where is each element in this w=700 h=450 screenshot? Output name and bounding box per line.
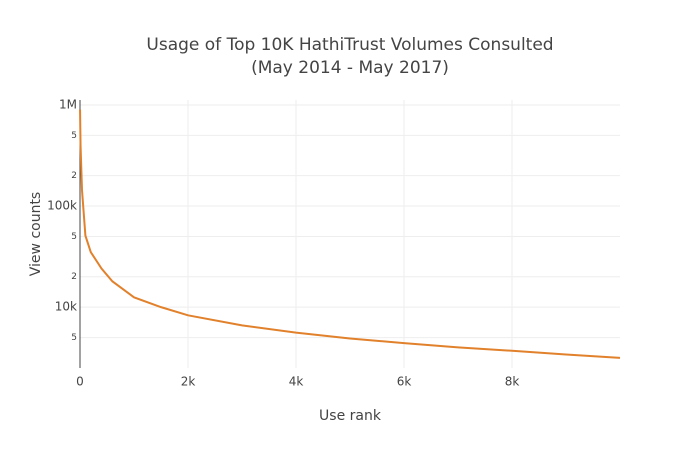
- x-tick-label: 4k: [289, 375, 304, 389]
- chart-subtitle: (May 2014 - May 2017): [251, 58, 449, 78]
- x-tick-label: 2k: [181, 375, 196, 389]
- y-tick-label: 2: [71, 272, 77, 282]
- y-tick-label: 100k: [47, 199, 77, 213]
- y-tick-label: 10k: [55, 300, 77, 314]
- y-tick-label: 5: [71, 131, 77, 141]
- y-axis-label: View counts: [28, 192, 44, 276]
- x-tick-label: 0: [76, 375, 84, 389]
- x-tick-label: 8k: [505, 375, 520, 389]
- y-tick-label: 5: [71, 333, 77, 343]
- x-axis-label: Use rank: [319, 408, 382, 424]
- y-tick-label: 5: [71, 232, 77, 242]
- y-tick-label: 2: [71, 171, 77, 181]
- data-line: [79, 109, 621, 359]
- x-tick-label: 6k: [397, 375, 412, 389]
- chart-title: Usage of Top 10K HathiTrust Volumes Cons…: [146, 35, 553, 55]
- y-tick-label: 1M: [59, 97, 77, 111]
